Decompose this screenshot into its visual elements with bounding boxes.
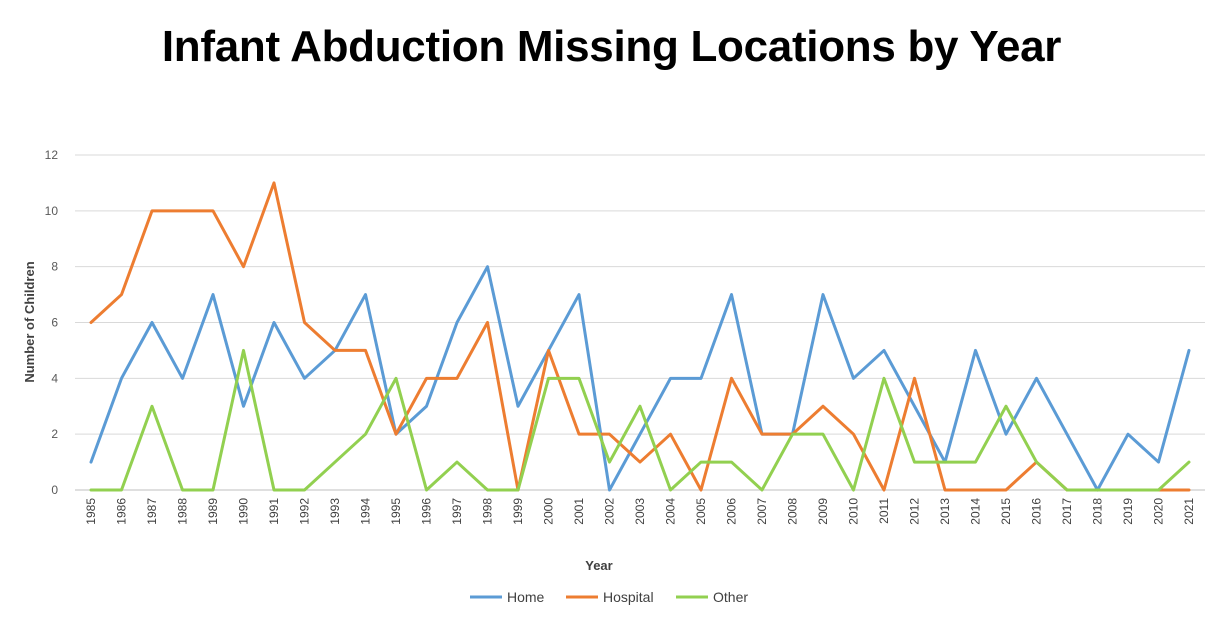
x-tick-label: 2018 [1091, 498, 1105, 525]
legend-label: Other [713, 589, 748, 605]
y-tick-label: 8 [51, 260, 58, 274]
x-tick-label: 2011 [877, 498, 891, 524]
x-tick-label: 2001 [572, 498, 586, 525]
x-tick-label: 2014 [969, 498, 983, 525]
y-tick-labels: 0 2 4 6 8 10 12 [45, 148, 59, 497]
x-tick-label: 2019 [1121, 498, 1135, 525]
x-tick-label: 1993 [328, 498, 342, 525]
x-tick-label: 2003 [633, 498, 647, 525]
x-tick-label: 2015 [999, 498, 1013, 525]
x-tick-label: 1987 [145, 498, 159, 525]
y-tick-label: 0 [51, 483, 58, 497]
legend: Home Hospital Other [470, 589, 748, 605]
x-tick-label: 1994 [359, 498, 373, 525]
y-tick-label: 12 [45, 148, 59, 162]
y-axis-title: Number of Children [22, 261, 37, 382]
x-tick-label: 2020 [1152, 498, 1166, 525]
x-tick-label: 2007 [755, 498, 769, 525]
series-line-other [89, 348, 1191, 492]
x-tick-label: 1995 [389, 498, 403, 525]
x-tick-label: 1990 [237, 498, 251, 525]
x-tick-label: 2005 [694, 498, 708, 525]
legend-item-home: Home [470, 589, 545, 605]
x-tick-label: 1989 [206, 498, 220, 525]
legend-label: Home [507, 589, 545, 605]
series-line-hospital [89, 181, 1191, 492]
x-tick-label: 1999 [511, 498, 525, 525]
x-tick-labels: 1985 1986 1987 1988 1989 1990 1991 1992 1993 1994… [84, 498, 1196, 525]
x-tick-label: 1998 [481, 498, 495, 525]
x-tick-label: 2002 [603, 498, 617, 525]
series-lines [89, 181, 1191, 492]
chart-title: Infant Abduction Missing Locations by Ye… [161, 22, 1062, 71]
x-axis-title: Year [585, 558, 612, 573]
x-tick-label: 2016 [1030, 498, 1044, 525]
x-tick-label: 2012 [908, 498, 922, 525]
legend-item-hospital: Hospital [566, 589, 654, 605]
x-tick-label: 1988 [176, 498, 190, 525]
legend-item-other: Other [676, 589, 748, 605]
x-tick-label: 2009 [816, 498, 830, 525]
x-tick-label: 1992 [298, 498, 312, 525]
x-tick-label: 2013 [938, 498, 952, 525]
y-tick-label: 6 [51, 316, 58, 330]
y-tick-label: 4 [51, 371, 58, 385]
y-tick-label: 10 [45, 204, 59, 218]
x-tick-label: 2000 [542, 498, 556, 525]
x-tick-label: 2021 [1182, 498, 1196, 525]
x-tick-label: 2017 [1060, 498, 1074, 525]
legend-label: Hospital [603, 589, 654, 605]
series-line-home [89, 265, 1191, 492]
gridlines [75, 154, 1205, 491]
x-tick-label: 1997 [450, 498, 464, 525]
x-tick-label: 1991 [267, 498, 281, 525]
x-tick-label: 1985 [84, 498, 98, 525]
y-tick-label: 2 [51, 427, 58, 441]
x-tick-label: 1986 [115, 498, 129, 525]
x-tick-label: 2006 [725, 498, 739, 525]
x-tick-label: 2008 [786, 498, 800, 525]
x-tick-label: 2010 [847, 498, 861, 525]
x-tick-label: 1996 [420, 498, 434, 525]
x-tick-label: 2004 [664, 498, 678, 525]
